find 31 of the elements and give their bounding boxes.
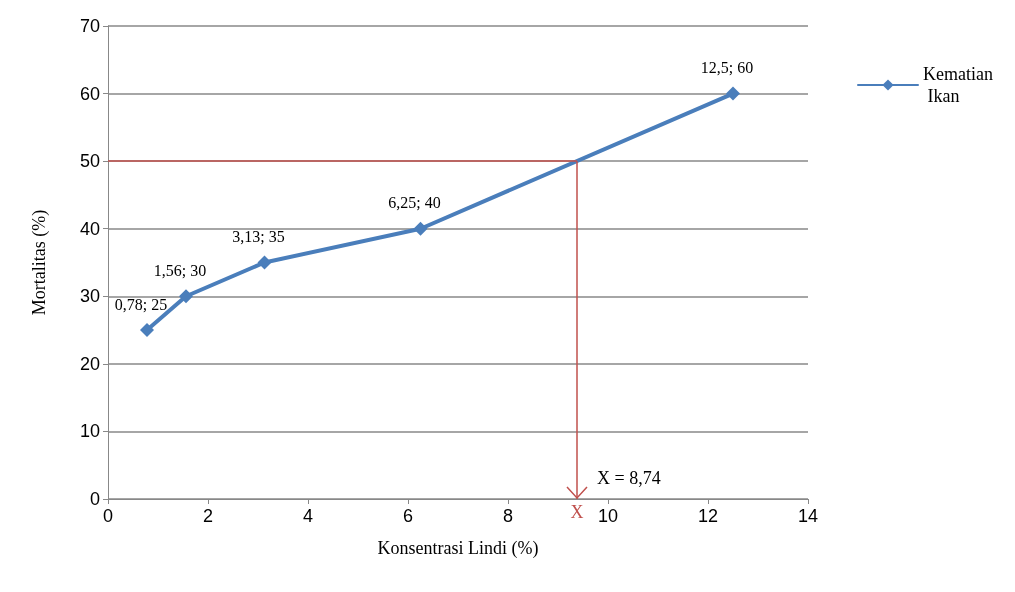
x-tick-label: 2: [202, 506, 214, 526]
point: [413, 221, 428, 236]
point: [140, 323, 154, 338]
ref-line-label: X: [570, 502, 584, 522]
data-label: 6,25; 40: [388, 194, 441, 212]
point: [257, 255, 272, 270]
legend-label: Kematian Ikan: [923, 64, 993, 106]
y-tick-label: 0: [89, 489, 100, 509]
x-tick-label: 12: [697, 506, 719, 526]
y-tick-label: 60: [79, 83, 100, 104]
point: [726, 86, 740, 101]
data-label: 1,56; 30: [153, 261, 207, 279]
data-label: 12,5; 60: [700, 59, 754, 77]
x-axis-title: Konsentrasi Lindi (%): [377, 538, 539, 559]
y-tick-label: 40: [79, 218, 100, 239]
y-tick-label: 50: [79, 151, 100, 172]
x-tick-label: 8: [502, 506, 514, 526]
annotation: X = 8,74: [597, 468, 661, 488]
x-tick-label: 14: [797, 506, 819, 526]
point: [179, 289, 193, 304]
x-tick-label: 0: [102, 506, 114, 526]
y-tick-label: 20: [79, 353, 100, 374]
data-label: 0,78; 25: [114, 295, 168, 313]
y-tick-label: 10: [79, 421, 100, 442]
x-tick-label: 6: [402, 506, 414, 526]
x-tick-label: 4: [302, 506, 314, 526]
data-label: 3,13; 35: [232, 228, 285, 245]
y-tick-label: 70: [79, 16, 100, 36]
y-tick-label: 30: [79, 286, 100, 307]
y-axis-title: Mortalitas (%): [29, 209, 50, 316]
x-tick-label: 10: [597, 506, 619, 526]
